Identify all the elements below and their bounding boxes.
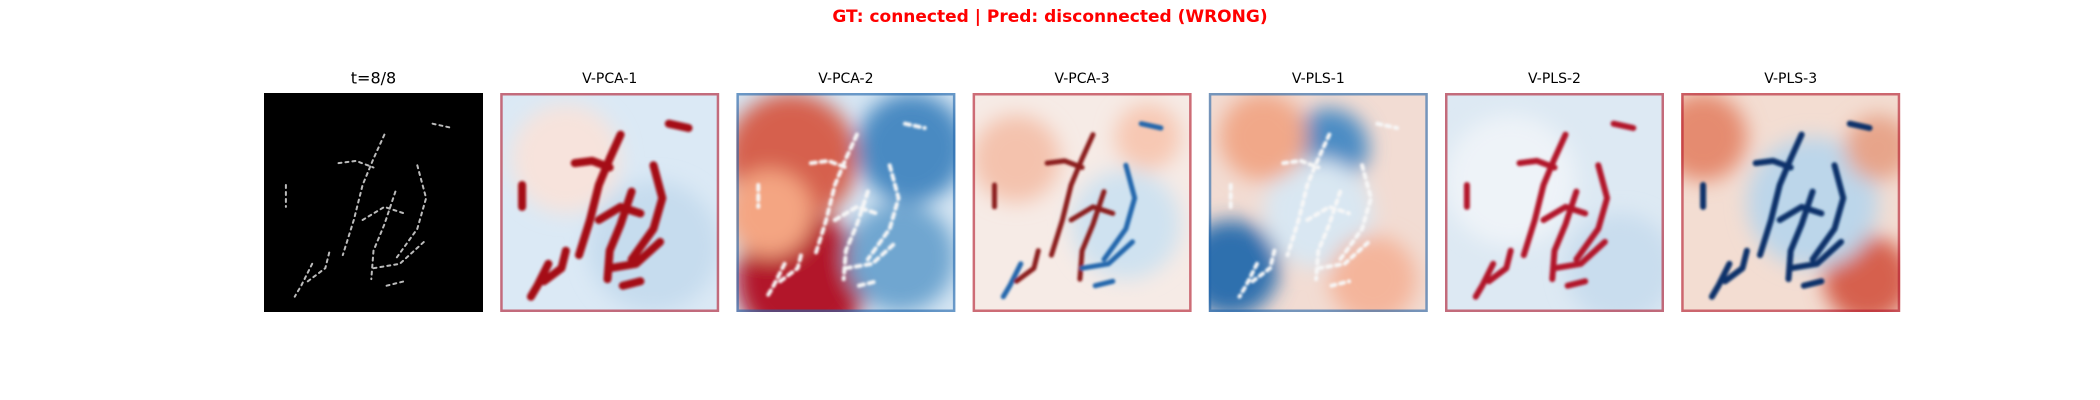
panel: V-PLS-1	[1208, 71, 1428, 312]
panel: V-PLS-3	[1681, 71, 1901, 312]
panel: V-PCA-1	[500, 71, 720, 312]
panel-title: t=8/8	[351, 69, 396, 88]
panel-title: V-PCA-3	[1054, 71, 1109, 87]
panel-title: V-PCA-2	[818, 71, 873, 87]
panel: V-PCA-2	[736, 71, 956, 312]
panel: V-PCA-3	[972, 71, 1192, 312]
panel-image	[972, 93, 1192, 312]
figure-title: GT: connected | Pred: disconnected (WRON…	[832, 7, 1267, 27]
panel-image	[736, 93, 956, 312]
panel-title: V-PCA-1	[582, 71, 637, 87]
panel-image	[1445, 93, 1664, 312]
panel: V-PLS-2	[1445, 71, 1664, 312]
panel: t=8/8	[264, 69, 483, 312]
panel-image	[1208, 93, 1428, 312]
panel-title: V-PLS-3	[1764, 71, 1817, 87]
panel-image	[264, 93, 483, 312]
panel-title: V-PLS-1	[1292, 71, 1345, 87]
panel-image	[1681, 93, 1901, 312]
panel-image	[500, 93, 720, 312]
panel-title: V-PLS-2	[1528, 71, 1581, 87]
